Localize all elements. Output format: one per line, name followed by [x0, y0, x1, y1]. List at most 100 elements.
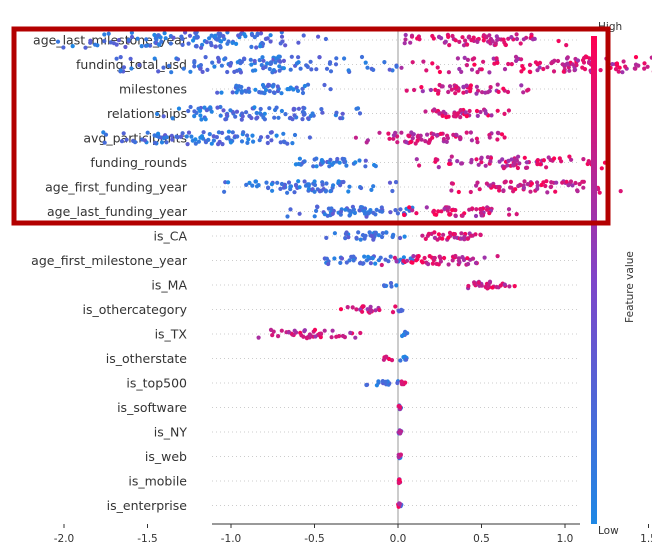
shap-point — [328, 157, 333, 162]
shap-point — [447, 161, 452, 166]
shap-point — [226, 135, 231, 140]
shap-point — [497, 188, 502, 193]
shap-point — [470, 256, 476, 261]
shap-point — [469, 138, 474, 143]
shap-point — [502, 135, 507, 140]
shap-point — [324, 256, 329, 261]
shap-point — [192, 114, 197, 119]
shap-point — [499, 132, 505, 137]
shap-point — [380, 231, 385, 236]
shap-point — [359, 54, 365, 60]
shap-point — [363, 164, 368, 169]
shap-point — [446, 235, 451, 240]
shap-point — [535, 162, 540, 167]
shap-point — [353, 160, 358, 165]
shap-point — [216, 59, 221, 64]
shap-point — [116, 38, 121, 43]
shap-point — [454, 85, 459, 90]
shap-point — [169, 70, 174, 75]
shap-point — [357, 158, 362, 163]
shap-point — [649, 55, 652, 60]
shap-point — [214, 135, 219, 140]
shap-point — [475, 39, 480, 45]
shap-point — [234, 109, 240, 114]
shap-point — [254, 110, 259, 116]
shap-point — [350, 305, 355, 310]
shap-point — [455, 56, 460, 61]
shap-point — [278, 186, 283, 191]
shap-point — [410, 136, 415, 141]
shap-point — [369, 233, 374, 238]
shap-point — [402, 41, 407, 46]
shap-point — [474, 157, 479, 162]
shap-point — [484, 207, 490, 212]
shap-point — [449, 188, 454, 193]
shap-point — [517, 161, 522, 166]
shap-point — [213, 44, 218, 49]
shap-point — [404, 88, 409, 93]
shap-point — [198, 113, 203, 118]
shap-point — [449, 87, 454, 92]
x-tick-label: 0.5 — [473, 533, 490, 545]
shap-point — [269, 130, 274, 135]
shap-point — [395, 134, 400, 139]
shap-point — [288, 67, 293, 72]
shap-point — [245, 140, 250, 145]
shap-point — [199, 117, 204, 122]
shap-point — [424, 205, 429, 210]
shap-point — [374, 207, 379, 212]
shap-point — [446, 34, 451, 40]
shap-point — [302, 328, 307, 333]
shap-point — [495, 254, 500, 259]
shap-point — [525, 182, 530, 187]
shap-point — [327, 61, 332, 66]
shap-point — [396, 308, 401, 313]
shap-point — [358, 330, 363, 336]
shap-point — [252, 58, 257, 64]
shap-point — [257, 58, 262, 63]
shap-point — [442, 206, 447, 211]
shap-point — [114, 56, 119, 61]
shap-point — [207, 132, 212, 137]
shap-point — [479, 67, 484, 72]
shap-point — [446, 205, 451, 210]
shap-point — [352, 210, 357, 216]
shap-point — [288, 115, 293, 120]
shap-point — [438, 131, 443, 136]
shap-point — [111, 41, 116, 46]
shap-point — [192, 64, 197, 69]
shap-point — [515, 165, 521, 171]
shap-point — [93, 42, 98, 47]
shap-point — [171, 35, 176, 40]
colorbar-gradient — [591, 36, 597, 524]
shap-point — [417, 37, 422, 42]
shap-point — [570, 183, 575, 188]
shap-point — [522, 155, 527, 160]
shap-point — [465, 236, 470, 241]
shap-point — [464, 63, 469, 68]
shap-point — [426, 140, 432, 145]
shap-point — [221, 108, 226, 113]
shap-point — [296, 161, 301, 167]
shap-point — [206, 137, 211, 142]
shap-point — [633, 62, 639, 67]
feature-label: is_othercategory — [82, 302, 187, 317]
shap-point — [207, 36, 212, 41]
shap-point — [554, 180, 559, 185]
shap-point — [379, 262, 384, 268]
shap-point — [70, 44, 75, 49]
shap-point — [393, 130, 398, 135]
shap-point — [546, 155, 551, 160]
shap-point — [481, 33, 486, 38]
shap-point — [394, 64, 399, 69]
feature-label: age_last_milestone_year — [33, 33, 188, 48]
shap-point — [464, 83, 469, 88]
shap-point — [258, 90, 263, 95]
shap-point — [266, 82, 271, 87]
shap-point — [316, 34, 321, 39]
shap-point — [137, 63, 142, 68]
shap-point — [618, 189, 623, 194]
shap-point — [360, 304, 365, 309]
shap-point — [473, 213, 479, 219]
